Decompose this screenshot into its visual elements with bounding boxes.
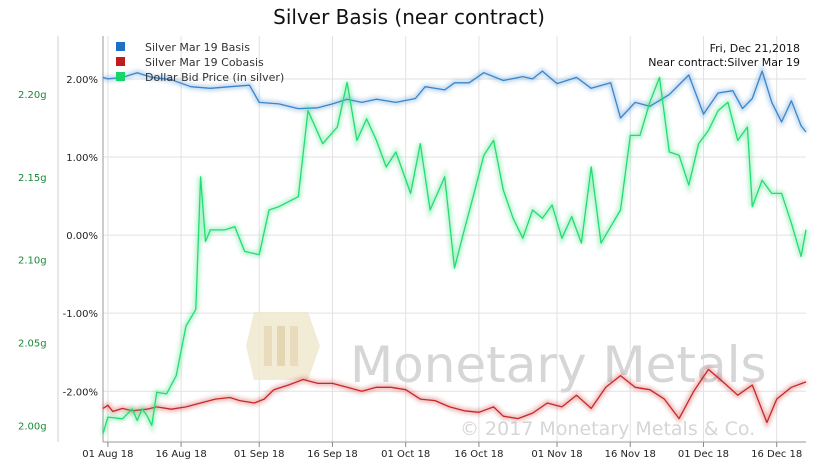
basis-line	[102, 70, 807, 133]
watermark-copyright: © 2017 Monetary Metals & Co.	[460, 418, 755, 440]
contract-note: Near contract:Silver Mar 19	[648, 56, 800, 69]
y-left-tick-label: -1.00%	[63, 309, 98, 320]
date-note: Fri, Dec 21,2018	[710, 42, 800, 55]
x-tick-label: 16 Sep 18	[307, 449, 358, 460]
legend: Silver Mar 19 Basis Silver Mar 19 Cobasi…	[116, 41, 284, 84]
monetary-metals-logo	[246, 312, 320, 380]
x-tick-label: 01 Dec 18	[678, 449, 729, 460]
x-tick-label: 16 Oct 18	[454, 449, 503, 460]
grid	[103, 36, 806, 442]
x-tick-label: 01 Nov 18	[531, 449, 582, 460]
dollar-bid-price-line	[102, 76, 807, 434]
legend-label-dollar: Dollar Bid Price (in silver)	[145, 71, 284, 84]
y-left-tick-label: 0.00%	[66, 231, 98, 242]
y-left-tick-label: 2.00%	[66, 75, 98, 86]
x-tick-label: 01 Aug 18	[82, 449, 133, 460]
x-tick-label: 16 Dec 18	[751, 449, 802, 460]
y-right-tick-label: 2.00g	[18, 421, 47, 432]
y-left-tick-label: -2.00%	[63, 387, 98, 398]
x-tick-label: 16 Aug 18	[155, 449, 206, 460]
y-right-tick-label: 2.10g	[18, 256, 47, 267]
legend-swatch-basis	[116, 42, 125, 51]
legend-swatch-cobasis	[116, 57, 125, 66]
x-tick-label: 16 Nov 18	[605, 449, 656, 460]
y-right-tick-label: 2.15g	[18, 173, 47, 184]
series-layer	[100, 63, 809, 435]
y-left-tick-label: 1.00%	[66, 153, 98, 164]
y-right-tick-label: 2.20g	[18, 90, 47, 101]
y-right-tick-label: 2.05g	[18, 339, 47, 350]
x-tick-label: 01 Sep 18	[234, 449, 285, 460]
legend-label-basis: Silver Mar 19 Basis	[145, 41, 250, 54]
watermark-brand: Monetary Metals	[350, 336, 767, 394]
watermark: Monetary Metals © 2017 Monetary Metals &…	[246, 312, 767, 440]
cobasis-line	[102, 368, 807, 424]
axes: 01 Aug 18 16 Aug 18 01 Sep 18 16 Sep 18 01 O…	[18, 36, 806, 460]
legend-swatch-dollar	[116, 72, 125, 81]
x-tick-label: 01 Oct 18	[381, 449, 430, 460]
chart-title: Silver Basis (near contract)	[273, 5, 545, 29]
legend-label-cobasis: Silver Mar 19 Cobasis	[145, 56, 264, 69]
